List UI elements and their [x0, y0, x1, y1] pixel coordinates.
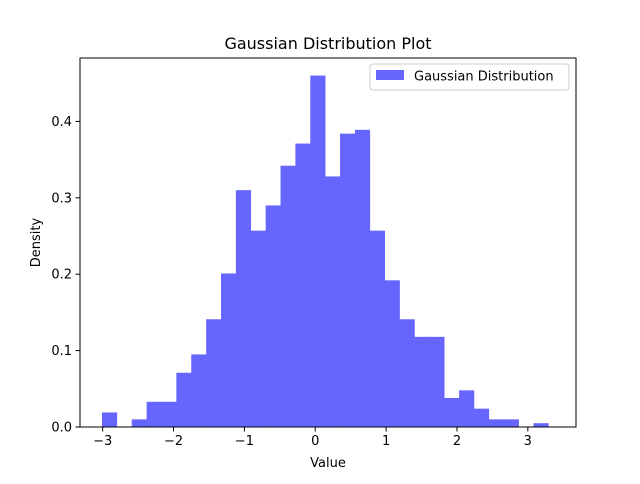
histogram-bar [503, 419, 519, 427]
histogram-bar [295, 143, 311, 427]
histogram-bar [473, 408, 490, 427]
histogram-bar [325, 176, 341, 427]
histogram-bar [354, 129, 371, 427]
legend: Gaussian Distribution [369, 63, 570, 91]
histogram-bar [310, 75, 326, 427]
y-tick-label: 0.2 [51, 268, 72, 283]
legend-label: Gaussian Distribution [414, 70, 554, 85]
y-tick-label: 0.1 [51, 344, 72, 359]
histogram-bars [101, 75, 549, 427]
histogram-bar [533, 423, 549, 427]
histogram-bar [414, 336, 430, 427]
x-axis-label: Value [310, 456, 346, 471]
x-tick-label: 3 [524, 434, 532, 449]
histogram-bar [488, 419, 505, 427]
histogram-bar [384, 280, 400, 427]
x-tick-label: 1 [382, 434, 390, 449]
axes-frame [79, 57, 577, 428]
histogram-bar [429, 336, 445, 427]
x-tick-label: −3 [93, 434, 112, 449]
y-tick-label: 0.3 [51, 191, 72, 206]
histogram-bar [176, 372, 192, 427]
histogram-bar [369, 230, 385, 427]
histogram-bar [131, 419, 147, 427]
y-tick-label: 0.0 [51, 421, 72, 436]
histogram-bar [399, 319, 415, 427]
histogram-bar [340, 133, 356, 427]
chart-title: Gaussian Distribution Plot [224, 34, 431, 53]
y-axis-label: Density [29, 217, 44, 267]
histogram-bar [280, 165, 296, 427]
histogram-bar [146, 401, 162, 427]
histogram-bar [250, 230, 266, 427]
x-tick-label: −2 [164, 434, 183, 449]
histogram-bar [235, 190, 252, 427]
histogram-bar [459, 390, 475, 427]
x-tick-label: 2 [453, 434, 461, 449]
y-axis-ticks: 0.0 0.1 0.2 0.3 0.4 [51, 115, 80, 436]
legend-box [369, 63, 570, 91]
histogram-bar [161, 401, 177, 427]
legend-swatch [376, 70, 404, 80]
histogram-bar [101, 412, 118, 427]
histogram-bar [206, 319, 222, 427]
x-tick-label: 0 [311, 434, 319, 449]
histogram-bar [265, 205, 281, 427]
histogram-bar [444, 397, 460, 427]
histogram-bar [221, 273, 237, 427]
histogram-bar [191, 354, 207, 427]
x-tick-label: −1 [235, 434, 254, 449]
y-tick-label: 0.4 [51, 115, 72, 130]
x-axis-ticks: −3 −2 −1 0 1 2 3 [93, 427, 532, 449]
